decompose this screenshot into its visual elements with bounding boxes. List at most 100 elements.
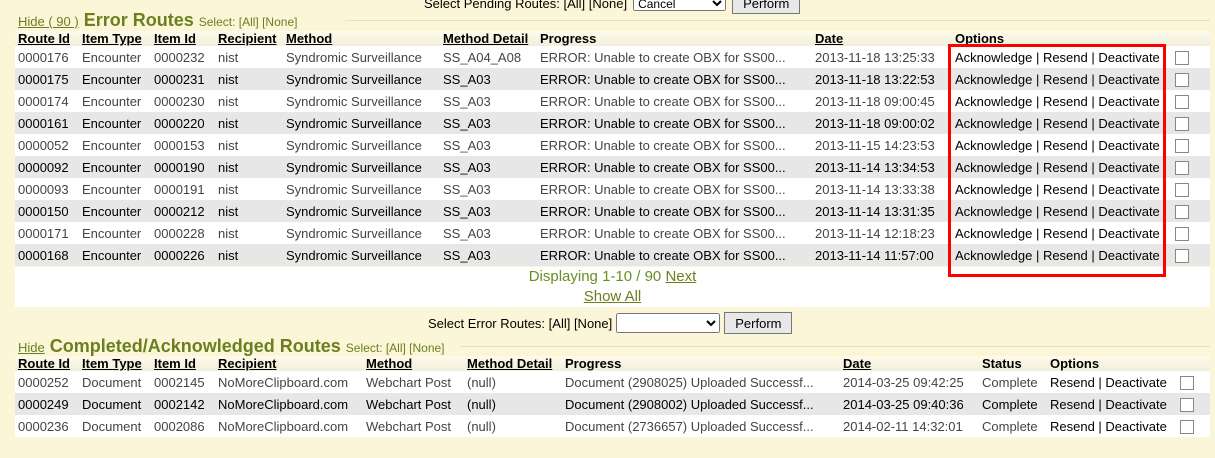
table-cell: 2013-11-14 13:31:35 (812, 200, 952, 222)
column-header[interactable]: Item Id (151, 356, 215, 371)
column-header[interactable]: Method Detail (440, 31, 537, 46)
column-header-label[interactable]: Item Type (82, 356, 142, 371)
next-link[interactable]: Next (665, 268, 697, 285)
row-checkbox[interactable] (1175, 94, 1189, 109)
row-checkbox[interactable] (1175, 116, 1189, 131)
deactivate-link[interactable]: Deactivate (1098, 181, 1160, 197)
column-header-label[interactable]: Method (366, 356, 413, 371)
column-header-label[interactable]: Method Detail (467, 356, 553, 371)
table-cell: Encounter (79, 200, 151, 222)
resend-link[interactable]: Resend (1042, 115, 1088, 131)
hide-completed-link[interactable]: Hide (18, 340, 45, 355)
column-header-label[interactable]: Method (286, 31, 333, 46)
deactivate-link[interactable]: Deactivate (1098, 247, 1160, 263)
resend-link[interactable]: Resend (1042, 247, 1088, 263)
acknowledge-link[interactable]: Acknowledge (955, 225, 1033, 241)
resend-link[interactable]: Resend (1042, 93, 1088, 109)
resend-link[interactable]: Resend (1042, 137, 1088, 153)
table-cell: Encounter (79, 134, 151, 156)
column-header[interactable]: Method Detail (464, 356, 562, 371)
column-header-label[interactable]: Route Id (18, 356, 70, 371)
acknowledge-link[interactable]: Acknowledge (955, 71, 1033, 87)
column-header-label[interactable]: Method Detail (443, 31, 529, 46)
column-header-label[interactable]: Recipient (218, 31, 277, 46)
resend-link[interactable]: Resend (1042, 49, 1088, 65)
column-header[interactable]: Method (283, 31, 440, 46)
resend-link[interactable]: Resend (1050, 418, 1095, 434)
row-checkbox[interactable] (1175, 72, 1189, 87)
deactivate-link[interactable]: Deactivate (1098, 137, 1160, 153)
acknowledge-link[interactable]: Acknowledge (955, 181, 1033, 197)
resend-link[interactable]: Resend (1042, 203, 1088, 219)
deactivate-link[interactable]: Deactivate (1098, 93, 1160, 109)
acknowledge-link[interactable]: Acknowledge (955, 159, 1033, 175)
table-cell: Document (2908025) Uploaded Successf... (562, 371, 840, 393)
acknowledge-link[interactable]: Acknowledge (955, 247, 1033, 263)
column-header-label[interactable]: Item Id (154, 356, 196, 371)
column-header-label[interactable]: Item Type (82, 31, 142, 46)
column-header-label[interactable]: Date (815, 31, 844, 46)
column-header[interactable]: Method (363, 356, 464, 371)
column-header-label[interactable]: Route Id (18, 31, 70, 46)
table-cell: Syndromic Surveillance (283, 68, 440, 90)
column-header[interactable]: Item Id (151, 31, 215, 46)
column-header[interactable]: Item Type (79, 31, 151, 46)
deactivate-link[interactable]: Deactivate (1098, 71, 1160, 87)
row-checkbox[interactable] (1180, 419, 1194, 434)
pending-select-label[interactable]: Select Pending Routes: [All] [None] (424, 0, 628, 11)
select-all-none[interactable]: Select: [All] [None] (198, 15, 298, 29)
separator: | (1087, 115, 1099, 131)
deactivate-link[interactable]: Deactivate (1105, 418, 1167, 434)
deactivate-link[interactable]: Deactivate (1105, 396, 1167, 412)
table-cell: (null) (464, 415, 562, 437)
row-checkbox[interactable] (1180, 375, 1194, 390)
column-header-label[interactable]: Recipient (218, 356, 277, 371)
column-header[interactable]: Date (840, 356, 979, 371)
error-select-label[interactable]: Select Error Routes: [All] [None] (428, 315, 613, 331)
column-header-label[interactable]: Item Id (154, 31, 196, 46)
deactivate-link[interactable]: Deactivate (1098, 115, 1160, 131)
deactivate-link[interactable]: Deactivate (1098, 203, 1160, 219)
hide-error-link[interactable]: Hide ( 90 ) (18, 14, 79, 29)
select-all-none[interactable]: Select: [All] [None] (345, 341, 445, 355)
table-cell: Syndromic Surveillance (283, 90, 440, 112)
resend-link[interactable]: Resend (1042, 71, 1088, 87)
table-cell: nist (215, 244, 283, 266)
acknowledge-link[interactable]: Acknowledge (955, 137, 1033, 153)
column-header[interactable]: Item Type (79, 356, 151, 371)
acknowledge-link[interactable]: Acknowledge (955, 93, 1033, 109)
column-header[interactable]: Date (812, 31, 952, 46)
acknowledge-link[interactable]: Acknowledge (955, 115, 1033, 131)
resend-link[interactable]: Resend (1050, 396, 1095, 412)
error-perform-button[interactable]: Perform (724, 312, 793, 334)
column-header[interactable]: Route Id (15, 356, 79, 371)
deactivate-link[interactable]: Deactivate (1098, 225, 1160, 241)
row-checkbox[interactable] (1175, 50, 1189, 65)
deactivate-link[interactable]: Deactivate (1105, 374, 1167, 390)
resend-link[interactable]: Resend (1042, 181, 1088, 197)
row-checkbox[interactable] (1175, 160, 1189, 175)
resend-link[interactable]: Resend (1050, 374, 1095, 390)
row-checkbox[interactable] (1175, 138, 1189, 153)
column-header[interactable]: Recipient (215, 31, 283, 46)
pending-perform-button[interactable]: Perform (732, 0, 801, 14)
pending-action-select[interactable]: Cancel (633, 0, 727, 11)
table-cell: 0000168 (15, 244, 79, 266)
row-checkbox[interactable] (1175, 248, 1189, 263)
column-header[interactable]: Recipient (215, 356, 363, 371)
deactivate-link[interactable]: Deactivate (1098, 49, 1160, 65)
column-header-label[interactable]: Date (843, 356, 872, 371)
row-checkbox[interactable] (1175, 204, 1189, 219)
show-all-link[interactable]: Show All (583, 288, 642, 305)
row-checkbox[interactable] (1175, 226, 1189, 241)
row-checkbox[interactable] (1180, 397, 1194, 412)
acknowledge-link[interactable]: Acknowledge (955, 203, 1033, 219)
error-action-select[interactable] (616, 313, 721, 333)
resend-link[interactable]: Resend (1042, 159, 1088, 175)
deactivate-link[interactable]: Deactivate (1098, 159, 1160, 175)
acknowledge-link[interactable]: Acknowledge (955, 49, 1033, 65)
column-header[interactable]: Route Id (15, 31, 79, 46)
checkbox-cell (1172, 244, 1210, 266)
resend-link[interactable]: Resend (1042, 225, 1088, 241)
row-checkbox[interactable] (1175, 182, 1189, 197)
